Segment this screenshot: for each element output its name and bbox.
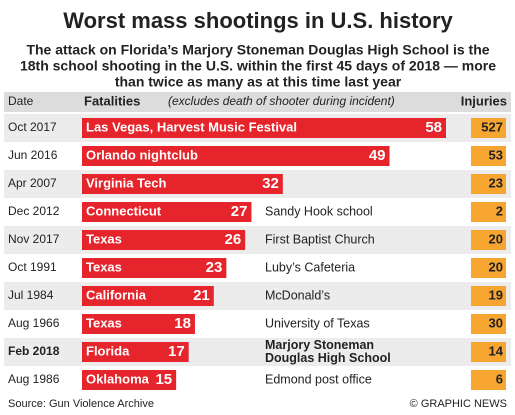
date: Oct 1991	[8, 260, 57, 274]
note: Edmond post office	[265, 372, 372, 386]
bar	[82, 230, 246, 250]
note: First Baptist Church	[265, 232, 375, 246]
bar	[82, 314, 195, 334]
value-label: 15	[155, 371, 172, 388]
row-band	[4, 366, 511, 394]
row-band	[4, 198, 511, 226]
bar-label: Virginia Tech	[86, 175, 166, 190]
injuries-value: 2	[496, 203, 503, 218]
value-label: 49	[369, 147, 386, 164]
bar-label: Las Vegas, Harvest Music Festival	[86, 119, 297, 134]
bar	[82, 370, 177, 390]
injuries-box	[471, 314, 506, 334]
source: Source: Gun Violence Archive	[8, 398, 154, 410]
row-band	[4, 338, 511, 366]
value-label: 32	[262, 175, 279, 192]
note: McDonald’s	[265, 288, 330, 302]
note: Marjory Stoneman	[265, 338, 374, 352]
injuries-value: 23	[489, 175, 503, 190]
header: Injuries	[461, 93, 507, 108]
value-label: 26	[224, 231, 241, 248]
chart-title: Worst mass shootings in U.S. history	[63, 8, 453, 33]
date: Aug 1986	[8, 372, 60, 386]
bar	[82, 146, 390, 166]
injuries-box	[471, 230, 506, 250]
bar-label: Connecticut	[86, 203, 162, 218]
header: (excludes death of shooter during incide…	[168, 94, 395, 108]
row-band	[4, 254, 511, 282]
injuries-value: 527	[481, 119, 503, 134]
injuries-value: 6	[496, 371, 503, 386]
injuries-box	[471, 258, 506, 278]
date: Dec 2012	[8, 204, 60, 218]
header: Date	[8, 94, 34, 108]
bar-label: Florida	[86, 343, 130, 358]
bar	[82, 202, 252, 222]
date: Jul 1984	[8, 288, 54, 302]
bar-label: Texas	[86, 315, 122, 330]
header-band	[4, 92, 511, 112]
row-band	[4, 226, 511, 254]
row-band	[4, 310, 511, 338]
bar-label: Oklahoma	[86, 371, 150, 386]
value-label: 21	[193, 287, 210, 304]
value-label: 18	[174, 315, 191, 332]
injuries-box	[471, 342, 506, 362]
bar-label: California	[86, 287, 147, 302]
injuries-box	[471, 146, 506, 166]
injuries-value: 20	[489, 231, 503, 246]
injuries-value: 20	[489, 259, 503, 274]
value-label: 58	[425, 119, 442, 136]
subtitle: than twice as many as at this time last …	[115, 74, 402, 90]
date: Nov 2017	[8, 232, 60, 246]
injuries-box	[471, 174, 506, 194]
date: Feb 2018	[8, 344, 60, 358]
date: Jun 2016	[8, 148, 58, 162]
bar	[82, 286, 214, 306]
injuries-value: 53	[489, 147, 503, 162]
injuries-value: 14	[489, 343, 504, 358]
injuries-value: 30	[489, 315, 503, 330]
note: Douglas High School	[265, 351, 391, 365]
bar	[82, 342, 189, 362]
note: Sandy Hook school	[265, 204, 373, 218]
bar	[82, 258, 227, 278]
subtitle: The attack on Florida’s Marjory Stoneman…	[26, 42, 489, 58]
date: Apr 2007	[8, 176, 57, 190]
date: Oct 2017	[8, 120, 57, 134]
row-band	[4, 282, 511, 310]
injuries-value: 19	[489, 287, 503, 302]
value-label: 23	[206, 259, 223, 276]
bar-label: Texas	[86, 231, 122, 246]
value-label: 17	[168, 343, 185, 360]
injuries-box	[471, 118, 506, 138]
injuries-box	[471, 286, 506, 306]
bar	[82, 118, 446, 138]
bar-label: Texas	[86, 259, 122, 274]
injuries-box	[471, 202, 506, 222]
credit: © GRAPHIC NEWS	[410, 398, 507, 410]
note: Luby’s Cafeteria	[265, 260, 355, 274]
header: Fatalities	[84, 93, 140, 108]
bar	[82, 174, 283, 194]
note: University of Texas	[265, 316, 370, 330]
bar-label: Orlando nightclub	[86, 147, 198, 162]
subtitle: 18th school shooting in the U.S. within …	[20, 58, 496, 74]
date: Aug 1966	[8, 316, 60, 330]
injuries-box	[471, 370, 506, 390]
value-label: 27	[231, 203, 248, 220]
